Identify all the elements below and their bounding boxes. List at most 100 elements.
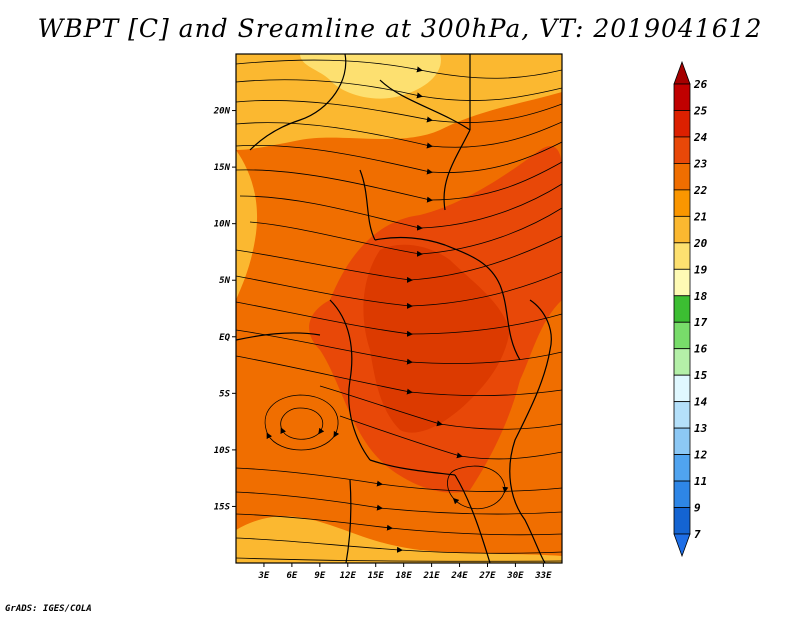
colorbar-label: 15 — [694, 369, 708, 382]
streamline-vortex — [264, 394, 340, 451]
streamline — [236, 557, 562, 562]
colorbar-label: 20 — [693, 237, 708, 250]
lon-tick-label: 12E — [340, 571, 357, 581]
lon-tick-label: 30E — [506, 571, 524, 581]
lat-tick-label: EQ — [219, 333, 230, 343]
colorbar-swatch — [673, 110, 691, 138]
lon-tick-label: 21E — [422, 571, 440, 581]
streamline — [239, 183, 562, 231]
border-line — [345, 479, 352, 563]
colorbar-label: 19 — [694, 263, 708, 276]
colorbar-label: 24 — [693, 131, 708, 144]
streamline — [236, 79, 562, 101]
streamline — [236, 537, 562, 554]
lon-tick-label: 9E — [314, 571, 325, 581]
lat-tick-label: 15S — [214, 502, 231, 512]
border-line — [236, 332, 321, 341]
streamline — [236, 491, 562, 515]
streamline — [236, 355, 562, 397]
colorbar-label: 18 — [694, 290, 708, 303]
coastline — [509, 299, 552, 563]
colorbar-label: 12 — [694, 449, 708, 462]
border-line — [379, 79, 471, 131]
border-line — [249, 54, 347, 151]
shaded-field — [236, 54, 562, 563]
colorbar-swatch — [673, 401, 691, 429]
streamline-vortex — [280, 407, 325, 440]
plot-frame — [235, 53, 563, 564]
colorbar-swatch — [673, 83, 691, 111]
colorbar-label: 13 — [694, 422, 708, 435]
streamline — [339, 415, 562, 460]
colorbar-swatch — [673, 374, 691, 403]
colorbar-swatch — [673, 268, 691, 297]
colorbar-label: 14 — [694, 396, 708, 409]
streamline — [319, 385, 562, 430]
lat-tick-label: 5S — [219, 389, 230, 399]
lat-tick-label: 5N — [219, 276, 230, 286]
streamline-vortex — [447, 465, 509, 509]
lon-tick-label: 15E — [368, 571, 385, 581]
lat-tick-label: 15N — [214, 163, 231, 173]
lon-tick-label: 6E — [286, 571, 297, 581]
map-title: WBPT [C] and Sreamline at 300hPa, VT: 20… — [37, 14, 763, 43]
border-line — [499, 284, 521, 361]
colorbar-label: 9 — [694, 502, 701, 515]
streamline — [236, 59, 562, 79]
colorbar-swatch — [673, 136, 691, 164]
streamline — [236, 235, 562, 283]
field-north-yellow — [300, 54, 441, 99]
latitude-axis: 20N 15N 10N 5N EQ 5S 10S 15S — [213, 107, 236, 512]
streamline — [236, 301, 562, 337]
field-west-pale — [236, 150, 258, 300]
lat-tick-label: 10S — [214, 446, 231, 456]
longitude-axis: 3E 6E 9E 12E 15E 18E 21E 24E 27E 30E 33E — [258, 563, 552, 581]
colorbar-label: 11 — [694, 475, 707, 488]
border-line — [443, 129, 471, 211]
lon-tick-label: 33E — [534, 571, 552, 581]
streamline — [236, 513, 562, 536]
field-core-deep — [363, 244, 510, 433]
field-southwest-pale — [236, 516, 562, 563]
lat-tick-label: 10N — [214, 220, 231, 230]
colorbar-swatch — [673, 507, 691, 535]
colorbar-label: 25 — [693, 104, 708, 117]
border-line — [329, 299, 371, 461]
colorbar: 26 25 24 23 22 21 20 19 18 17 16 15 14 13 12 11 9 7 — [673, 60, 708, 558]
colorbar-swatch — [673, 215, 691, 244]
colorbar-swatch — [673, 454, 691, 482]
streamline — [236, 271, 562, 309]
lon-tick-label: 24E — [450, 571, 468, 581]
colorbar-swatch — [673, 163, 691, 191]
border-line — [359, 169, 376, 241]
colorbar-swatch — [673, 189, 691, 217]
colorbar-swatch — [673, 242, 691, 270]
lon-tick-label: 27E — [478, 571, 496, 581]
colorbar-label: 22 — [693, 184, 708, 197]
colorbar-tip-high — [673, 60, 691, 85]
colorbar-label: 17 — [694, 316, 708, 329]
streamline — [236, 100, 562, 123]
streamline — [236, 141, 562, 175]
lon-tick-label: 18E — [396, 571, 413, 581]
lat-tick-label: 20N — [213, 107, 231, 117]
border-line — [454, 474, 491, 563]
colorbar-swatch — [673, 480, 691, 508]
streamline — [249, 207, 562, 257]
colorbar-label: 26 — [693, 78, 708, 91]
streamlines — [236, 59, 562, 562]
colorbar-tip-low — [673, 533, 691, 558]
colorbar-label: 23 — [693, 157, 708, 170]
credit-label: GrADS: IGES/COLA — [5, 604, 92, 614]
colorbar-swatch — [673, 321, 691, 350]
colorbar-label: 7 — [694, 528, 701, 541]
colorbar-label: 21 — [693, 210, 707, 223]
border-line — [374, 236, 501, 286]
border-line — [369, 459, 456, 476]
political-borders — [236, 54, 552, 563]
lon-tick-label: 3E — [258, 571, 270, 581]
colorbar-swatch — [673, 295, 691, 323]
streamline — [236, 329, 562, 365]
streamline — [236, 161, 562, 203]
colorbar-swatch — [673, 427, 691, 455]
